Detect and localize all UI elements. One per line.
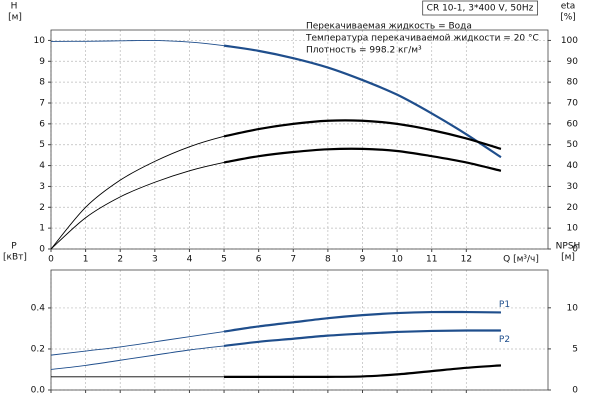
y2-tick-label: 30 [567, 182, 579, 192]
y-tick-label: 1 [39, 224, 45, 234]
y-axis-label: [кВт] [3, 253, 27, 263]
duty-curve [223, 119, 502, 150]
y-tick-label: 0.0 [31, 386, 46, 396]
x-axis-label: Q [м³/ч] [503, 255, 539, 265]
y2-tick-label: 90 [567, 57, 579, 67]
annotation: Перекачиваемая жидкость = Вода [306, 22, 472, 32]
y-tick-label: 7 [39, 99, 45, 109]
x-tick-label: 8 [325, 255, 331, 265]
y-tick-label: 8 [39, 78, 45, 88]
y-tick-label: 0.4 [31, 303, 46, 313]
annotation: Температура перекачиваемой жидкости = 20… [305, 34, 539, 44]
x-tick-label: 3 [152, 255, 158, 265]
y-axis-label: P [11, 242, 17, 252]
y-axis-label: H [11, 2, 18, 12]
y2-tick-label: 0 [572, 386, 578, 396]
y-tick-label: 5 [39, 140, 45, 150]
y2-axis-label: eta [561, 2, 576, 12]
y2-tick-label: 60 [567, 119, 579, 129]
x-tick-label: 6 [256, 255, 262, 265]
y2-axis-label: NPSH [556, 242, 581, 252]
y-tick-label: 9 [39, 57, 45, 67]
y-tick-label: 4 [39, 161, 45, 171]
y2-tick-label: 80 [567, 78, 579, 88]
x-tick-label: 1 [83, 255, 89, 265]
title-box [422, 0, 538, 16]
chart-title: CR 10-1, 3*400 V, 50Hz [427, 4, 534, 14]
plot-frame [50, 269, 549, 391]
y2-tick-label: 100 [561, 36, 578, 46]
y2-tick-label: 5 [572, 344, 578, 354]
x-tick-label: 2 [117, 255, 123, 265]
y-tick-label: 0 [39, 245, 45, 255]
curve [50, 330, 501, 370]
series-label: P2 [499, 335, 510, 345]
x-tick-label: 11 [426, 255, 437, 265]
y2-tick-label: 50 [567, 140, 579, 150]
y2-tick-label: 10 [567, 303, 579, 313]
duty-curve [223, 147, 502, 172]
x-tick-label: 9 [360, 255, 366, 265]
duty-curve [224, 364, 502, 378]
annotation: Плотность = 998.2 кг/м³ [306, 46, 422, 56]
x-tick-label: 10 [391, 255, 403, 265]
x-tick-label: 7 [290, 255, 296, 265]
series-label: P1 [499, 300, 510, 310]
y-axis-label: [м] [8, 13, 22, 23]
y2-tick-label: 0 [572, 245, 578, 255]
curve [50, 148, 502, 250]
duty-curve [223, 310, 501, 333]
duty-curve [223, 44, 502, 159]
x-tick-label: 12 [461, 255, 472, 265]
y-tick-label: 3 [39, 182, 45, 192]
y-tick-label: 6 [39, 119, 45, 129]
x-tick-label: 5 [221, 255, 227, 265]
plot-frame [50, 29, 549, 250]
duty-curve [223, 329, 501, 347]
y2-axis-label: [%] [560, 13, 576, 23]
x-tick-label: 4 [187, 255, 193, 265]
y2-tick-label: 70 [567, 99, 579, 109]
y-tick-label: 2 [39, 203, 45, 213]
y2-tick-label: 40 [567, 161, 579, 171]
curve [50, 119, 502, 250]
y2-axis-label: [м] [561, 253, 575, 263]
x-tick-label: 0 [48, 255, 54, 265]
y2-tick-label: 20 [567, 203, 579, 213]
y2-tick-label: 10 [567, 224, 579, 234]
y-tick-label: 0.2 [31, 344, 45, 354]
y-tick-label: 10 [34, 36, 46, 46]
curve [50, 39, 502, 158]
